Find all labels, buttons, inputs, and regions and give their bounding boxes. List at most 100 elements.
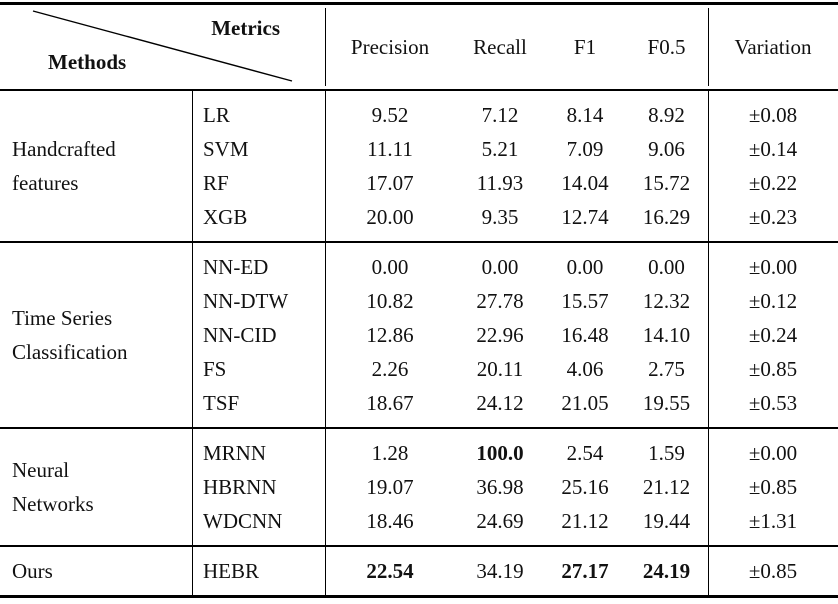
value-cell: 24.69 [476,509,524,533]
group-rows: MRNN 1.28 100.0 2.54 1.59 ±0.00 HBRNN 19… [192,436,838,538]
value-cell: 24.19 [642,559,691,583]
value-cell: 8.14 [566,103,604,127]
group-vertical-rule-label [192,547,193,595]
value-cell: 16.29 [642,205,691,229]
value-cell: 15.57 [561,289,609,313]
value-cell: 27.17 [561,559,609,583]
value-cell: 0.00 [481,255,519,279]
method-cell: SVM [203,137,249,161]
value-cell: 9.35 [481,205,519,229]
method-cell: TSF [203,391,240,415]
value-cell: 25.16 [561,475,609,499]
value-cell: 100.0 [476,441,524,465]
value-cell: 14.04 [561,171,609,195]
variation-cell: ±0.85 [748,357,798,381]
group-label: Ours [0,554,192,588]
value-cell: 27.78 [476,289,524,313]
group-label: Handcrafted features [0,98,192,234]
table-row: MRNN 1.28 100.0 2.54 1.59 ±0.00 [192,436,838,470]
corner-methods-label: Methods [48,50,127,74]
value-cell: 10.82 [366,289,414,313]
group-separator-rule [0,241,838,243]
table-row: RF 17.07 11.93 14.04 15.72 ±0.22 [192,166,838,200]
group-vertical-rule-right [708,429,709,545]
method-cell: NN-ED [203,255,269,279]
value-cell: 0.00 [648,255,685,279]
value-cell: 9.06 [648,137,685,161]
group-separator-rule [0,545,838,547]
table-header: Metrics Methods Precision Recall F1 F0.5… [0,5,838,89]
value-cell: 2.54 [566,441,604,465]
value-cell: 18.46 [366,509,414,533]
value-cell: 21.05 [561,391,609,415]
group-vertical-rule-label [192,429,193,545]
value-cell: 21.12 [561,509,609,533]
method-cell: MRNN [203,441,267,465]
variation-cell: ±0.08 [748,103,798,127]
value-cell: 1.28 [371,441,409,465]
group-vertical-rule-label [192,91,193,241]
group-label-line: Networks [12,492,94,516]
value-cell: 4.06 [566,357,604,381]
group-label-line: Neural [12,458,70,482]
table-row: NN-DTW 10.82 27.78 15.57 12.32 ±0.12 [192,284,838,318]
value-cell: 24.12 [476,391,524,415]
method-group: Time Series Classification NN-ED 0.00 0.0… [0,243,838,427]
group-vertical-rule-label [192,243,193,427]
value-cell: 19.44 [642,509,691,533]
value-cell: 20.00 [366,205,414,229]
group-vertical-rule-right [708,243,709,427]
group-label: Time Series Classification [0,250,192,420]
variation-cell: ±0.23 [748,205,798,229]
header-vertical-rule-right [708,8,709,86]
value-cell: 19.55 [642,391,691,415]
value-cell: 8.92 [648,103,685,127]
value-cell: 36.98 [476,475,524,499]
method-cell: HEBR [203,559,260,583]
group-label-line: features [12,171,79,195]
value-cell: 5.21 [481,137,519,161]
top-rule [0,2,838,5]
value-cell: 17.07 [366,171,414,195]
value-cell: 0.00 [371,255,409,279]
bottom-rule [0,595,838,598]
variation-cell: ±0.00 [748,255,798,279]
column-header-variation: Variation [734,34,812,59]
value-cell: 7.09 [566,137,604,161]
table-row: NN-CID 12.86 22.96 16.48 14.10 ±0.24 [192,318,838,352]
value-cell: 20.11 [476,357,524,381]
variation-cell: ±0.85 [748,475,798,499]
corner-cell: Metrics Methods [0,5,325,89]
group-vertical-rule-right [708,91,709,241]
value-cell: 7.12 [481,103,519,127]
method-cell: XGB [203,205,248,229]
variation-cell: ±0.12 [748,289,798,313]
group-label-line: Handcrafted [12,137,116,161]
method-cell: NN-CID [203,323,277,347]
table-row: HEBR 22.54 34.19 27.17 24.19 ±0.85 [192,554,838,588]
table-row: LR 9.52 7.12 8.14 8.92 ±0.08 [192,98,838,132]
group-label-line: Ours [12,559,53,583]
method-group: Neural Networks MRNN 1.28 100.0 2.54 1.59… [0,429,838,545]
method-cell: NN-DTW [203,289,289,313]
value-cell: 21.12 [642,475,691,499]
method-cell: WDCNN [203,509,283,533]
method-cell: RF [203,171,229,195]
column-header-f1: F1 [573,34,597,59]
value-cell: 22.96 [476,323,524,347]
value-cell: 18.67 [366,391,414,415]
value-cell: 22.54 [366,559,414,583]
table-row: FS 2.26 20.11 4.06 2.75 ±0.85 [192,352,838,386]
header-bottom-rule [0,89,838,91]
variation-cell: ±0.85 [748,559,798,583]
column-header-recall: Recall [473,34,527,59]
variation-cell: ±0.24 [748,323,798,347]
variation-cell: ±0.00 [748,441,798,465]
method-cell: HBRNN [203,475,277,499]
group-label-line: Classification [12,340,128,364]
header-vertical-rule-left [325,8,326,86]
group-separator-rule [0,427,838,429]
table-row: XGB 20.00 9.35 12.74 16.29 ±0.23 [192,200,838,234]
value-cell: 19.07 [366,475,414,499]
column-header-f05: F0.5 [647,34,686,59]
